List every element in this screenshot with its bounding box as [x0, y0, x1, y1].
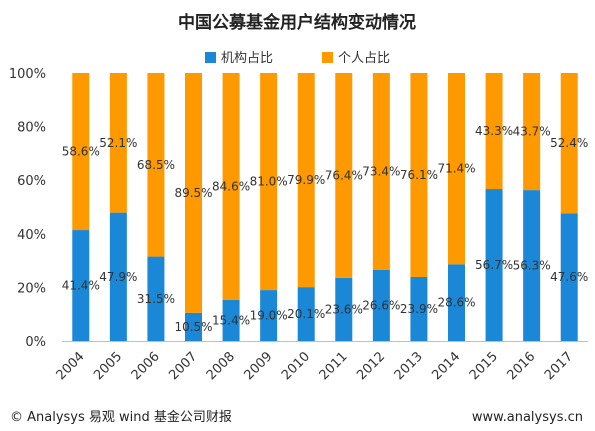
bar-2007-individual — [185, 73, 202, 313]
data-label-2007-individual: 89.5% — [174, 186, 212, 200]
data-label-2010-institutional: 20.1% — [287, 307, 325, 321]
y-tick-label: 60% — [17, 174, 46, 189]
data-labels: 41.4% 58.6% 47.9% 52.1% 31.5% 68.5% 10.5% 89.5%… — [62, 124, 589, 334]
bar-2017-individual — [560, 73, 578, 214]
y-tick-label: 20% — [17, 281, 46, 296]
data-label-2015-institutional: 56.7% — [475, 258, 513, 272]
x-tick-label: 2011 — [317, 349, 351, 383]
data-label-2013-institutional: 23.9% — [400, 302, 438, 316]
x-tick-label: 2009 — [241, 349, 275, 383]
y-tick-label: 40% — [17, 228, 46, 243]
data-label-2017-institutional: 47.6% — [550, 270, 588, 284]
data-label-2006-individual: 68.5% — [137, 158, 175, 172]
x-axis: 2004 2005 2006 2007 2008 2009 2010 2011 2012 2013… — [54, 349, 576, 383]
bar-2009-institutional — [260, 290, 278, 341]
bar-2007-institutional — [185, 312, 202, 341]
bar-2006-institutional — [147, 256, 165, 341]
data-label-2015-individual: 43.3% — [475, 124, 513, 138]
bar-2011-individual — [335, 73, 353, 278]
data-label-2009-individual: 81.0% — [250, 175, 288, 189]
bar-2005-institutional — [109, 212, 127, 341]
x-tick-label: 2007 — [166, 349, 200, 383]
x-tick-label: 2005 — [91, 349, 125, 383]
y-tick-label: 100% — [9, 67, 46, 82]
bar-2008-institutional — [222, 299, 240, 341]
x-tick-label: 2008 — [204, 349, 238, 383]
data-label-2014-institutional: 28.6% — [437, 296, 475, 310]
x-tick-label: 2015 — [467, 349, 501, 383]
data-label-2009-institutional: 19.0% — [250, 309, 288, 323]
data-label-2011-individual: 76.4% — [325, 168, 363, 182]
legend-swatch-1 — [205, 52, 216, 63]
legend-label-2: 个人占比 — [338, 51, 390, 66]
x-tick-label: 2013 — [392, 349, 426, 383]
bar-2016-institutional — [523, 190, 541, 341]
x-tick-label: 2006 — [129, 349, 163, 383]
data-label-2017-individual: 52.4% — [550, 136, 588, 150]
data-label-2013-individual: 76.1% — [400, 168, 438, 182]
data-label-2012-individual: 73.4% — [362, 164, 400, 178]
bar-2005-individual — [109, 73, 127, 213]
legend: 机构占比 个人占比 — [205, 51, 390, 66]
x-tick-label: 2004 — [54, 349, 88, 383]
x-tick-label: 2017 — [542, 349, 576, 383]
data-label-2016-institutional: 56.3% — [513, 259, 551, 273]
bar-2008-individual — [222, 73, 240, 300]
footer-source: © Analysys 易观 wind 基金公司财报 — [10, 410, 232, 425]
data-label-2008-institutional: 15.4% — [212, 313, 250, 327]
data-label-2005-institutional: 47.9% — [99, 270, 137, 284]
x-tick-label: 2012 — [354, 349, 388, 383]
y-tick-label: 80% — [17, 121, 46, 136]
bar-2015-individual — [485, 73, 503, 190]
bar-2004-institutional — [72, 230, 90, 341]
data-label-2014-individual: 71.4% — [437, 162, 475, 176]
bar-2014-individual — [448, 73, 465, 265]
data-label-2007-institutional: 10.5% — [174, 320, 212, 334]
legend-label-1: 机构占比 — [221, 51, 273, 66]
bar-2012-institutional — [372, 269, 390, 341]
legend-swatch-2 — [322, 52, 333, 63]
bar-2017-institutional — [560, 213, 578, 341]
data-label-2004-individual: 58.6% — [62, 145, 100, 159]
bar-2004-individual — [72, 73, 90, 231]
bar-2006-individual — [147, 73, 165, 257]
bar-2010-institutional — [297, 287, 315, 341]
y-tick-label: 0% — [25, 335, 46, 350]
bars — [72, 73, 578, 341]
data-label-2012-institutional: 26.6% — [362, 298, 400, 312]
bar-2009-individual — [260, 73, 278, 291]
data-label-2010-individual: 79.9% — [287, 173, 325, 187]
bar-2014-institutional — [448, 264, 465, 341]
data-label-2016-individual: 43.7% — [513, 125, 551, 139]
bar-2016-individual — [523, 73, 541, 191]
bar-2012-individual — [372, 73, 390, 270]
bar-2015-institutional — [485, 189, 503, 341]
data-label-2011-institutional: 23.6% — [325, 302, 363, 316]
bar-2011-institutional — [335, 277, 353, 341]
x-tick-label: 2010 — [279, 349, 313, 383]
bar-2013-individual — [410, 73, 428, 277]
data-label-2008-individual: 84.6% — [212, 179, 250, 193]
chart-title: 中国公募基金用户结构变动情况 — [178, 12, 416, 33]
x-tick-label: 2016 — [504, 349, 538, 383]
x-tick-label: 2014 — [429, 349, 463, 383]
data-label-2005-individual: 52.1% — [99, 136, 137, 150]
bar-2013-institutional — [410, 276, 428, 341]
y-axis: 0% 20% 40% 60% 80% 100% — [9, 67, 588, 350]
data-label-2004-institutional: 41.4% — [62, 279, 100, 293]
data-label-2006-institutional: 31.5% — [137, 292, 175, 306]
bar-2010-individual — [297, 73, 315, 288]
footer-website: www.analysys.cn — [471, 410, 583, 425]
